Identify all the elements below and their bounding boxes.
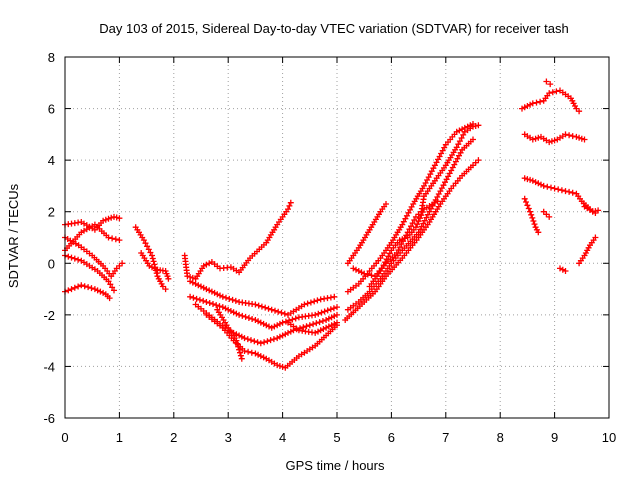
y-tick-label: 2 — [48, 205, 55, 220]
marker-points — [187, 293, 340, 331]
series-arc-e9 — [581, 203, 602, 215]
x-tick-label: 0 — [61, 430, 68, 445]
x-tick-label: 2 — [170, 430, 177, 445]
series-arc-c3 — [187, 293, 340, 331]
series-arc-d1 — [344, 201, 389, 267]
y-tick-label: 4 — [48, 153, 55, 168]
series-arc-d5 — [342, 157, 482, 323]
series-arc-b2 — [138, 250, 172, 282]
axes: 0 1 2 3 4 5 6 7 8 9 10 -6 -4 -2 0 2 4 6 8 — [43, 50, 616, 445]
series-arc-e1 — [519, 87, 583, 115]
series-arc-d4 — [344, 136, 476, 313]
y-tick-label: 8 — [48, 50, 55, 65]
marker-points — [521, 131, 588, 146]
x-tick-label: 7 — [442, 430, 449, 445]
x-tick-label: 1 — [116, 430, 123, 445]
x-tick-label: 10 — [602, 430, 616, 445]
y-tick-label: -4 — [43, 359, 55, 374]
x-tick-label: 9 — [551, 430, 558, 445]
marker-points — [344, 121, 476, 295]
x-tick-label: 8 — [497, 430, 504, 445]
series-arc-c7 — [285, 319, 340, 336]
series-arc-e3 — [521, 131, 588, 146]
y-tick-label: 0 — [48, 256, 55, 271]
series-arc-d3 — [344, 121, 476, 295]
marker-points — [543, 78, 554, 88]
marker-points — [540, 208, 553, 220]
marker-points — [519, 87, 583, 115]
marker-points — [557, 265, 569, 274]
y-axis-label: SDTVAR / TECUs — [6, 183, 21, 288]
marker-points — [366, 198, 441, 290]
marker-points — [285, 319, 340, 336]
series-arc-c1 — [181, 199, 294, 282]
y-tick-label: -2 — [43, 308, 55, 323]
series-arc-e6 — [540, 208, 553, 220]
marker-points — [138, 250, 172, 282]
marker-points — [576, 234, 599, 267]
x-tick-label: 5 — [333, 430, 340, 445]
series-arc-c2 — [187, 278, 338, 318]
series-arc-e8 — [576, 234, 599, 267]
x-axis-label: GPS time / hours — [286, 458, 385, 473]
y-tick-label: 6 — [48, 102, 55, 117]
series-arc-d6 — [366, 198, 441, 290]
series-arc-e2 — [543, 78, 554, 88]
marker-points — [344, 136, 476, 313]
series-arc-e7 — [557, 265, 569, 274]
marker-points — [187, 278, 338, 318]
chart-title: Day 103 of 2015, Sidereal Day-to-day VTE… — [99, 21, 568, 36]
marker-points — [181, 199, 294, 282]
marker-points — [214, 306, 245, 362]
marker-points — [581, 203, 602, 215]
series-arc-e5 — [521, 195, 542, 236]
series-arc-c6 — [214, 306, 245, 362]
marker-points — [342, 157, 482, 323]
marker-points — [521, 195, 542, 236]
x-tick-label: 6 — [388, 430, 395, 445]
y-tick-label: -6 — [43, 411, 55, 426]
marker-points — [344, 201, 389, 267]
x-tick-label: 3 — [225, 430, 232, 445]
x-tick-label: 4 — [279, 430, 286, 445]
